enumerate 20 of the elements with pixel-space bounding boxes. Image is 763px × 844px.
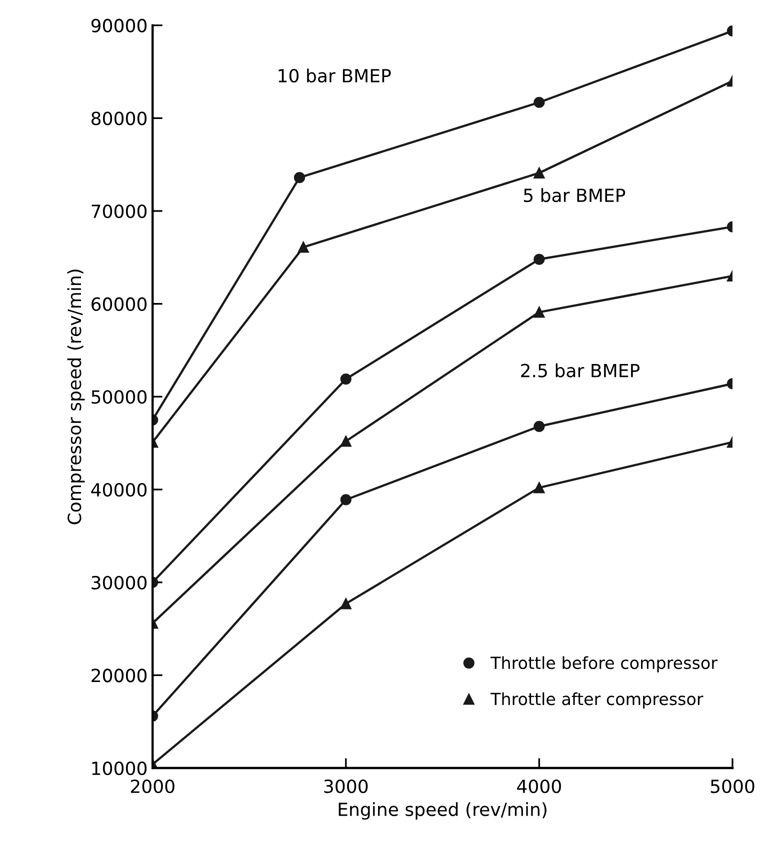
x-tick-label: 2000 [130, 779, 174, 794]
y-tick-label: 10000 [92, 762, 147, 776]
y-tick-label: 90000 [91, 18, 147, 32]
y-tick-label: 50000 [92, 390, 147, 404]
x-axis-title: Engine speed (rev/min) [338, 802, 546, 820]
x-tick-label: 5000 [710, 779, 754, 794]
y-tick-label: 70000 [92, 204, 147, 218]
x-tick-label: 4000 [517, 779, 561, 794]
legend-label: Throttle before compressor [490, 656, 718, 672]
legend-label: Throttle after compressor [490, 692, 704, 708]
y-tick-label: 60000 [92, 297, 147, 311]
y-tick-label: 80000 [92, 112, 147, 126]
annotation: 2.5 bar BMEP [521, 363, 640, 378]
x-tick-label: 3000 [324, 779, 368, 794]
annotation: 5 bar BMEP [524, 188, 626, 202]
y-axis-title: Compressor speed (rev/min) [67, 270, 85, 524]
annotation: 10 bar BMEP [278, 68, 391, 83]
y-tick-label: 40000 [91, 482, 147, 497]
y-tick-label: 20000 [92, 668, 147, 682]
y-tick-label: 30000 [92, 576, 147, 590]
